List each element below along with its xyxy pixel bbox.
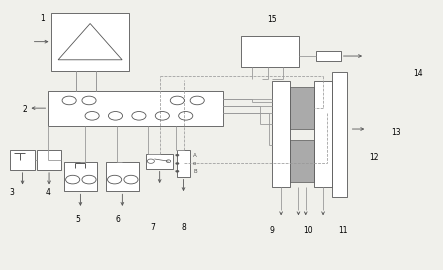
Text: 10: 10 (303, 226, 312, 235)
Bar (177, 150, 190, 177)
Bar (290, 87, 314, 129)
Bar (106, 162, 139, 191)
Bar (241, 36, 299, 66)
Text: 13: 13 (391, 128, 401, 137)
Text: o: o (193, 161, 197, 166)
Bar (51, 13, 129, 70)
Circle shape (175, 162, 179, 164)
Text: 14: 14 (413, 69, 423, 78)
Bar (48, 91, 223, 126)
Text: 7: 7 (151, 223, 155, 232)
Text: A: A (193, 153, 197, 158)
Bar (64, 162, 97, 191)
Bar (37, 150, 61, 170)
Text: 11: 11 (338, 226, 348, 235)
Text: 3: 3 (9, 188, 14, 197)
Text: 15: 15 (268, 15, 277, 24)
Circle shape (175, 154, 179, 156)
Text: 1: 1 (40, 14, 45, 23)
Text: 9: 9 (270, 226, 275, 235)
Text: 12: 12 (369, 153, 379, 162)
Bar (314, 81, 332, 187)
Text: 4: 4 (46, 188, 51, 197)
Bar (147, 154, 173, 168)
Bar (10, 150, 35, 170)
Text: 6: 6 (115, 215, 120, 224)
Text: B: B (193, 169, 197, 174)
Bar (332, 72, 347, 197)
Circle shape (175, 170, 179, 172)
Text: 2: 2 (23, 105, 27, 114)
Bar (272, 81, 290, 187)
Text: 5: 5 (76, 215, 81, 224)
Bar (290, 140, 314, 182)
Text: 8: 8 (182, 223, 187, 232)
Bar (316, 51, 341, 61)
